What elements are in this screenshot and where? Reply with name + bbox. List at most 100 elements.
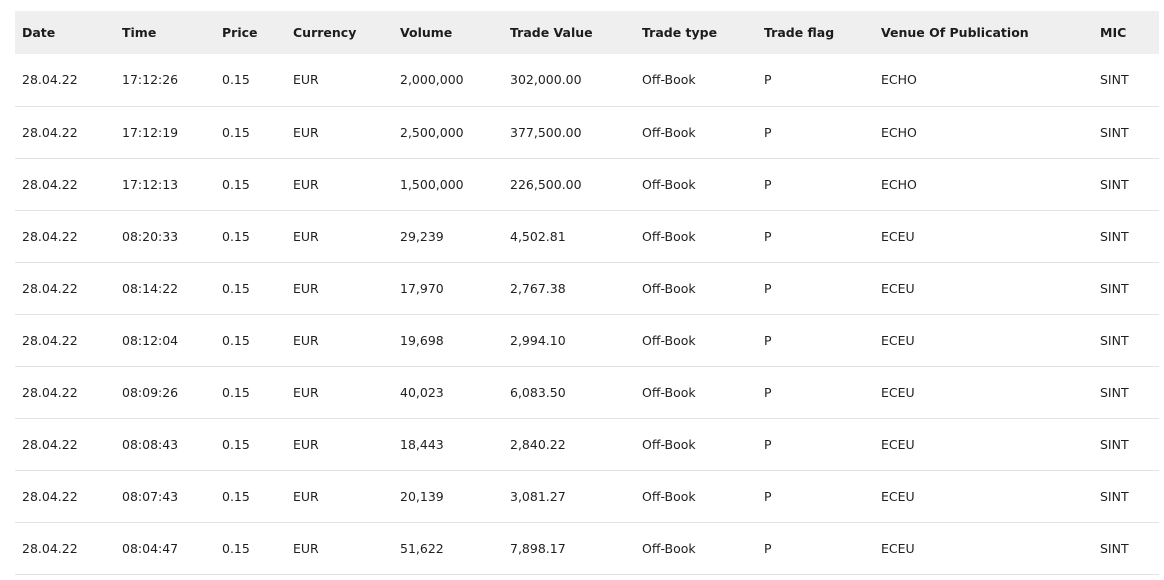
cell-price: 0.15 (222, 280, 250, 296)
cell-trade-type: Off-Book (642, 124, 696, 140)
cell-trade-type: Off-Book (642, 384, 696, 400)
table-row: 28.04.22 08:20:33 0.15 EUR 29,239 4,502.… (15, 210, 1159, 262)
cell-trade-flag: P (764, 436, 772, 452)
cell-time: 08:04:47 (122, 540, 179, 556)
cell-date: 28.04.22 (22, 72, 78, 88)
cell-venue: ECHO (881, 176, 917, 192)
cell-trade-type: Off-Book (642, 176, 696, 192)
cell-volume: 2,500,000 (400, 124, 464, 140)
cell-volume: 18,443 (400, 436, 444, 452)
cell-volume: 1,500,000 (400, 176, 464, 192)
cell-mic: SINT (1100, 124, 1129, 140)
cell-currency: EUR (293, 332, 319, 348)
cell-time: 08:12:04 (122, 332, 179, 348)
cell-time: 08:08:43 (122, 436, 179, 452)
cell-venue: ECHO (881, 124, 917, 140)
cell-currency: EUR (293, 280, 319, 296)
cell-volume: 17,970 (400, 280, 444, 296)
cell-trade-flag: P (764, 332, 772, 348)
cell-venue: ECEU (881, 332, 915, 348)
table-body: 28.04.22 17:12:26 0.15 EUR 2,000,000 302… (15, 54, 1159, 574)
cell-mic: SINT (1100, 436, 1129, 452)
trades-table-container: Date Time Price Currency Volume Trade Va… (15, 11, 1159, 575)
cell-price: 0.15 (222, 228, 250, 244)
cell-mic: SINT (1100, 72, 1129, 88)
cell-trade-flag: P (764, 280, 772, 296)
cell-trade-value: 377,500.00 (510, 124, 582, 140)
cell-volume: 51,622 (400, 540, 444, 556)
cell-trade-flag: P (764, 540, 772, 556)
cell-trade-flag: P (764, 176, 772, 192)
cell-trade-flag: P (764, 124, 772, 140)
column-header-venue[interactable]: Venue Of Publication (881, 25, 1029, 40)
cell-venue: ECEU (881, 540, 915, 556)
header-row: Date Time Price Currency Volume Trade Va… (15, 11, 1159, 54)
cell-trade-type: Off-Book (642, 436, 696, 452)
cell-venue: ECEU (881, 488, 915, 504)
cell-venue: ECHO (881, 72, 917, 88)
cell-venue: ECEU (881, 384, 915, 400)
table-row: 28.04.22 08:14:22 0.15 EUR 17,970 2,767.… (15, 262, 1159, 314)
cell-trade-value: 2,767.38 (510, 280, 566, 296)
cell-trade-value: 6,083.50 (510, 384, 566, 400)
column-header-volume[interactable]: Volume (400, 25, 453, 40)
cell-time: 08:07:43 (122, 488, 179, 504)
cell-currency: EUR (293, 384, 319, 400)
cell-time: 08:20:33 (122, 228, 179, 244)
cell-mic: SINT (1100, 384, 1129, 400)
table-row: 28.04.22 17:12:13 0.15 EUR 1,500,000 226… (15, 158, 1159, 210)
column-header-trade-flag[interactable]: Trade flag (764, 25, 835, 40)
column-header-trade-value[interactable]: Trade Value (510, 25, 593, 40)
column-header-date[interactable]: Date (22, 25, 56, 40)
cell-trade-value: 2,994.10 (510, 332, 566, 348)
cell-time: 17:12:26 (122, 72, 179, 88)
column-header-trade-type[interactable]: Trade type (642, 25, 718, 40)
cell-time: 08:09:26 (122, 384, 179, 400)
cell-price: 0.15 (222, 384, 250, 400)
column-header-time[interactable]: Time (122, 25, 157, 40)
cell-time: 17:12:19 (122, 124, 179, 140)
cell-date: 28.04.22 (22, 228, 78, 244)
cell-trade-flag: P (764, 488, 772, 504)
cell-price: 0.15 (222, 72, 250, 88)
cell-trade-type: Off-Book (642, 280, 696, 296)
table-header: Date Time Price Currency Volume Trade Va… (15, 11, 1159, 54)
table-row: 28.04.22 17:12:26 0.15 EUR 2,000,000 302… (15, 54, 1159, 106)
cell-date: 28.04.22 (22, 332, 78, 348)
cell-time: 17:12:13 (122, 176, 179, 192)
cell-date: 28.04.22 (22, 176, 78, 192)
cell-trade-value: 2,840.22 (510, 436, 566, 452)
cell-price: 0.15 (222, 540, 250, 556)
cell-mic: SINT (1100, 332, 1129, 348)
cell-venue: ECEU (881, 280, 915, 296)
cell-trade-type: Off-Book (642, 72, 696, 88)
cell-trade-type: Off-Book (642, 228, 696, 244)
table-row: 28.04.22 08:08:43 0.15 EUR 18,443 2,840.… (15, 418, 1159, 470)
cell-trade-value: 4,502.81 (510, 228, 566, 244)
cell-price: 0.15 (222, 332, 250, 348)
cell-venue: ECEU (881, 436, 915, 452)
column-header-currency[interactable]: Currency (293, 25, 357, 40)
cell-volume: 19,698 (400, 332, 444, 348)
table-row: 28.04.22 08:07:43 0.15 EUR 20,139 3,081.… (15, 470, 1159, 522)
cell-trade-value: 302,000.00 (510, 72, 582, 88)
cell-trade-value: 7,898.17 (510, 540, 566, 556)
cell-date: 28.04.22 (22, 540, 78, 556)
cell-trade-type: Off-Book (642, 488, 696, 504)
cell-venue: ECEU (881, 228, 915, 244)
cell-date: 28.04.22 (22, 280, 78, 296)
table-row: 28.04.22 08:04:47 0.15 EUR 51,622 7,898.… (15, 522, 1159, 574)
table-row: 28.04.22 08:12:04 0.15 EUR 19,698 2,994.… (15, 314, 1159, 366)
cell-mic: SINT (1100, 540, 1129, 556)
cell-trade-value: 3,081.27 (510, 488, 566, 504)
cell-trade-value: 226,500.00 (510, 176, 582, 192)
column-header-mic[interactable]: MIC (1100, 25, 1127, 40)
cell-volume: 20,139 (400, 488, 444, 504)
column-header-price[interactable]: Price (222, 25, 258, 40)
cell-date: 28.04.22 (22, 384, 78, 400)
cell-time: 08:14:22 (122, 280, 179, 296)
cell-date: 28.04.22 (22, 488, 78, 504)
cell-price: 0.15 (222, 488, 250, 504)
cell-currency: EUR (293, 488, 319, 504)
cell-trade-flag: P (764, 228, 772, 244)
